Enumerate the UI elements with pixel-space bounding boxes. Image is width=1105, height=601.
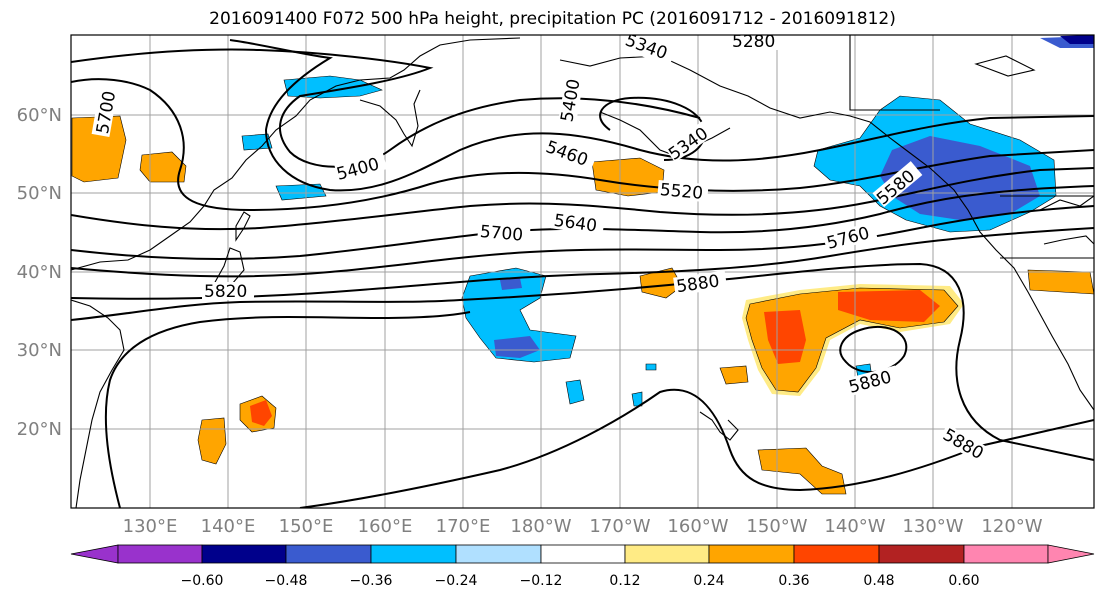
colorbar-extend-low (70, 544, 119, 564)
longitude-labels: 130°E 140°E 150°E 160°E 170°E 180°W 170°… (123, 516, 1043, 537)
precip-positive-shading (71, 115, 1094, 495)
lon-label-160e: 160°E (358, 516, 413, 537)
lat-label-50n: 50°N (17, 183, 62, 204)
map-title: 2016091400 F072 500 hPa height, precipit… (209, 9, 896, 29)
colorbar-extend-high (1047, 544, 1095, 564)
colorbar-tick: −0.12 (520, 573, 563, 589)
lon-label-130e: 130°E (123, 516, 178, 537)
lon-label-120w: 120°W (981, 516, 1042, 537)
colorbar-tick: 0.24 (693, 573, 724, 589)
precip-negative-shading (241, 35, 1094, 407)
latitude-labels: 60°N 50°N 40°N 30°N 20°N (17, 105, 62, 440)
contour-label-5820: 5820 (204, 282, 247, 302)
colorbar-tick: −0.36 (350, 573, 393, 589)
lat-label-40n: 40°N (17, 262, 62, 283)
colorbar-cell (878, 544, 965, 564)
lon-label-170e: 170°E (436, 516, 491, 537)
colorbar-tick: 0.36 (778, 573, 809, 589)
lon-label-130w: 130°W (902, 516, 963, 537)
colorbar-cell (793, 544, 880, 564)
lon-label-160w: 160°W (667, 516, 728, 537)
colorbar-ticks: −0.60 −0.48 −0.36 −0.24 −0.12 0.12 0.24 … (181, 573, 980, 589)
colorbar-tick: 0.48 (863, 573, 894, 589)
colorbar-tick: 0.12 (609, 573, 640, 589)
colorbar-cell (624, 544, 710, 564)
colorbar-cell (201, 544, 287, 564)
contour-label-5520: 5520 (659, 180, 704, 204)
lon-label-140w: 140°W (824, 516, 885, 537)
colorbar-cell (370, 544, 457, 564)
colorbar-tick: −0.24 (435, 573, 478, 589)
lon-label-150e: 150°E (279, 516, 334, 537)
graticule (71, 35, 1094, 508)
lon-label-150w: 150°W (746, 516, 807, 537)
lat-label-60n: 60°N (17, 105, 62, 126)
lon-label-170w: 170°W (589, 516, 650, 537)
colorbar-cell (117, 544, 203, 564)
colorbar-tick: −0.48 (265, 573, 308, 589)
colorbar-cell (963, 544, 1049, 564)
lon-label-140e: 140°E (201, 516, 256, 537)
colorbar-cell (285, 544, 372, 564)
contour-labels: 5280 5340 5340 5400 5400 5460 5520 5580 … (91, 32, 993, 466)
colorbar (70, 544, 1095, 564)
lon-label-180w: 180°W (510, 516, 571, 537)
contour-label-5700-a: 5700 (479, 222, 524, 246)
lat-label-20n: 20°N (17, 419, 62, 440)
colorbar-tick: 0.60 (948, 573, 979, 589)
colorbar-tick: −0.60 (181, 573, 224, 589)
contour-label-5280: 5280 (732, 32, 775, 52)
colorbar-cell (455, 544, 542, 564)
colorbar-cell (708, 544, 795, 564)
colorbar-cell (540, 544, 626, 564)
map-border (70, 34, 1095, 509)
lat-label-30n: 30°N (17, 340, 62, 361)
